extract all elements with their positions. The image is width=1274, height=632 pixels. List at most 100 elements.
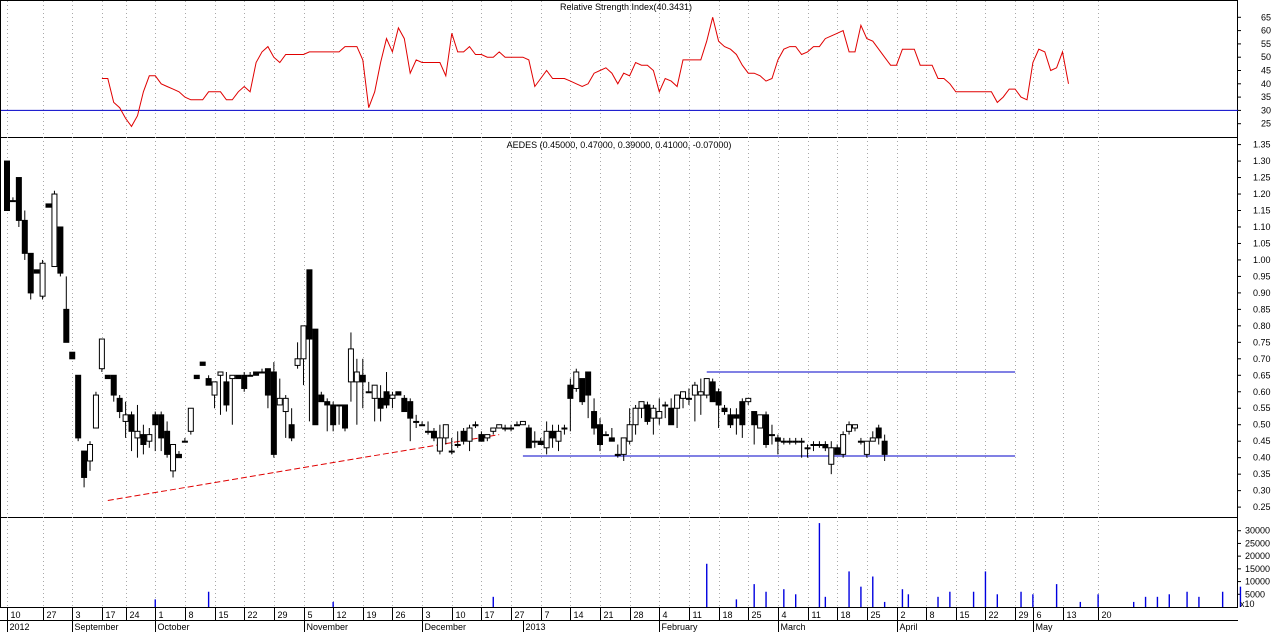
volume-tick-label-1: 10000: [1245, 577, 1270, 587]
candle-63: [377, 385, 384, 422]
candle-body-112: [668, 407, 675, 426]
candle-body-14: [87, 443, 94, 462]
candle-27: [164, 421, 171, 458]
day-label-30: 2: [901, 610, 906, 620]
candle-78: [466, 424, 473, 452]
day-label-26: 4: [782, 610, 787, 620]
candle-body-124: [739, 401, 746, 426]
candle-110: [656, 398, 663, 425]
day-label-6: 8: [189, 610, 194, 620]
candle-body-138: [822, 443, 829, 449]
candle-body-64: [383, 391, 390, 406]
day-label-21: 28: [634, 610, 644, 620]
candle-48: [288, 408, 295, 442]
candle-88: [525, 424, 532, 449]
candle-body-41: [247, 374, 254, 377]
candle-92: [549, 424, 556, 448]
candle-body-25: [152, 414, 159, 426]
candle-body-49: [294, 358, 301, 366]
candle-79: [472, 421, 479, 429]
candle-body-88: [525, 427, 532, 449]
day-label-1: 27: [47, 610, 57, 620]
candle-1: [9, 197, 16, 203]
candle-body-42: [253, 371, 260, 376]
price-tick-label-12: 0.85: [1253, 304, 1271, 314]
candle-17: [104, 374, 111, 380]
candle-body-54: [324, 401, 331, 406]
price-tick-label-14: 0.95: [1253, 271, 1271, 281]
candle-133: [792, 437, 799, 445]
candle-18: [110, 374, 117, 402]
candle-50: [300, 325, 307, 386]
candle-body-109: [650, 407, 657, 419]
candle-body-63: [377, 397, 384, 409]
candle-29: [175, 451, 182, 459]
month-label-7: March: [781, 622, 806, 632]
candle-body-145: [863, 440, 870, 455]
candle-body-95: [567, 384, 574, 399]
candle-body-91: [543, 430, 550, 449]
candle-body-135: [804, 447, 811, 450]
candle-body-6: [39, 262, 46, 297]
candle-41: [247, 371, 254, 377]
candle-body-32: [193, 374, 200, 380]
price-tick-label-17: 1.10: [1253, 222, 1271, 232]
rsi-title: Relative Strength Index(40.3431): [560, 2, 692, 12]
candle-134: [798, 437, 805, 458]
candle-body-40: [241, 374, 248, 389]
candle-body-132: [786, 440, 793, 443]
candle-146: [869, 431, 876, 442]
day-label-36: 13: [1067, 610, 1077, 620]
rsi-panel-frame: [0, 0, 1238, 138]
candle-body-93: [555, 430, 562, 442]
candle-136: [810, 441, 817, 452]
candle-body-142: [846, 424, 853, 432]
candle-body-134: [798, 440, 805, 443]
volume-tick-label-3: 20000: [1245, 551, 1270, 561]
candle-77: [460, 428, 467, 445]
day-label-8: 22: [248, 610, 258, 620]
rsi-panel: 25 30 35 40 45 50 55 60 65: [1, 12, 1271, 129]
price-tick-label-22: 1.35: [1253, 140, 1271, 150]
month-label-0: 2012: [10, 622, 30, 632]
candle-body-89: [531, 440, 538, 443]
candle-body-122: [727, 414, 734, 426]
day-label-37: 20: [1102, 610, 1112, 620]
day-label-15: 10: [456, 610, 466, 620]
candle-143: [851, 424, 858, 432]
price-title: AEDES (0.45000, 0.47000, 0.39000, 0.4100…: [507, 140, 732, 150]
candle-body-146: [869, 437, 876, 442]
candle-99: [591, 398, 598, 435]
candle-12: [75, 374, 82, 442]
candle-body-147: [875, 427, 882, 439]
candle-95: [567, 378, 574, 432]
candle-body-81: [484, 434, 491, 439]
candle-body-4: [27, 252, 34, 294]
candle-body-114: [680, 391, 687, 399]
day-label-12: 19: [367, 610, 377, 620]
candle-132: [786, 437, 793, 445]
candle-body-15: [92, 394, 99, 429]
candle-body-65: [389, 394, 396, 399]
candle-49: [294, 342, 301, 369]
candle-body-37: [223, 381, 230, 406]
day-label-3: 17: [106, 610, 116, 620]
candle-body-101: [602, 434, 609, 437]
candle-116: [691, 381, 698, 422]
candle-118: [703, 378, 710, 399]
candle-33: [199, 361, 206, 366]
price-tick-label-13: 0.90: [1253, 288, 1271, 298]
candle-body-50: [300, 325, 307, 360]
candle-72: [430, 428, 437, 442]
candle-117: [697, 378, 704, 415]
candle-body-98: [585, 371, 592, 396]
day-label-17: 27: [515, 610, 525, 620]
price-tick-label-7: 0.60: [1253, 387, 1271, 397]
candle-body-24: [146, 434, 153, 442]
candle-body-121: [721, 407, 728, 413]
candle-body-129: [768, 434, 775, 437]
candle-111: [662, 401, 669, 419]
candle-61: [365, 381, 372, 394]
day-label-5: 1: [159, 610, 164, 620]
day-label-22: 4: [663, 610, 668, 620]
